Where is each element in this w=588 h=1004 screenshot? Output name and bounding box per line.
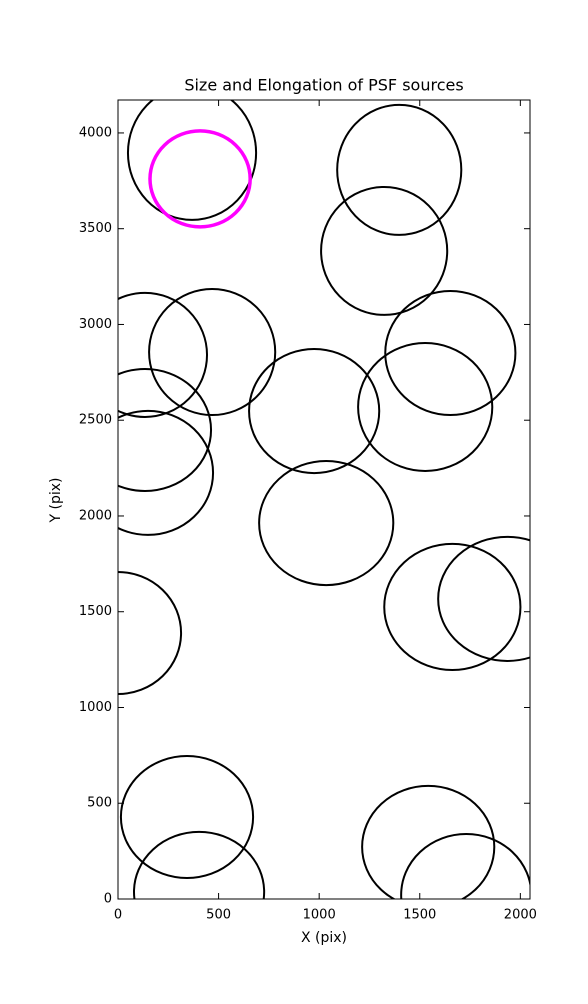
y-tick-label: 500	[87, 796, 112, 811]
psf-ellipse	[400, 832, 530, 899]
psf-ellipse	[248, 347, 381, 475]
y-tick-label: 1500	[79, 604, 112, 619]
y-tick-label: 4000	[79, 125, 112, 140]
psf-ellipse	[148, 288, 277, 417]
psf-ellipse	[118, 291, 208, 418]
y-tick-label: 1000	[79, 700, 112, 715]
y-tick-label: 2000	[79, 508, 112, 523]
x-tick-label: 2000	[504, 908, 537, 923]
plot-area	[118, 100, 530, 899]
y-axis-label: Y (pix)	[48, 478, 64, 524]
psf-ellipse	[119, 755, 255, 880]
psf-ellipse	[118, 368, 213, 492]
psf-ellipse	[148, 129, 252, 229]
psf-ellipse	[118, 571, 183, 695]
psf-ellipse	[437, 535, 530, 662]
y-tick-label: 0	[104, 892, 112, 907]
psf-ellipse	[126, 100, 258, 221]
psf-ellipse	[357, 342, 494, 472]
y-tick-label: 3500	[79, 221, 112, 236]
axes-frame	[117, 99, 531, 900]
psf-ellipse	[133, 830, 266, 899]
psf-ellipse	[383, 542, 522, 671]
y-tick-label: 3000	[79, 317, 112, 332]
psf-ellipse	[320, 185, 449, 316]
x-axis-label: X (pix)	[301, 930, 347, 946]
x-tick-label: 0	[114, 908, 122, 923]
psf-ellipse	[384, 289, 517, 417]
psf-ellipse	[361, 784, 496, 899]
x-tick-label: 1500	[403, 908, 436, 923]
y-tick-label: 2500	[79, 413, 112, 428]
x-tick-label: 1000	[303, 908, 336, 923]
x-tick-label: 500	[206, 908, 231, 923]
psf-ellipse	[336, 103, 463, 236]
psf-ellipse	[118, 409, 215, 536]
chart-title: Size and Elongation of PSF sources	[184, 76, 463, 95]
psf-ellipse	[258, 460, 395, 587]
